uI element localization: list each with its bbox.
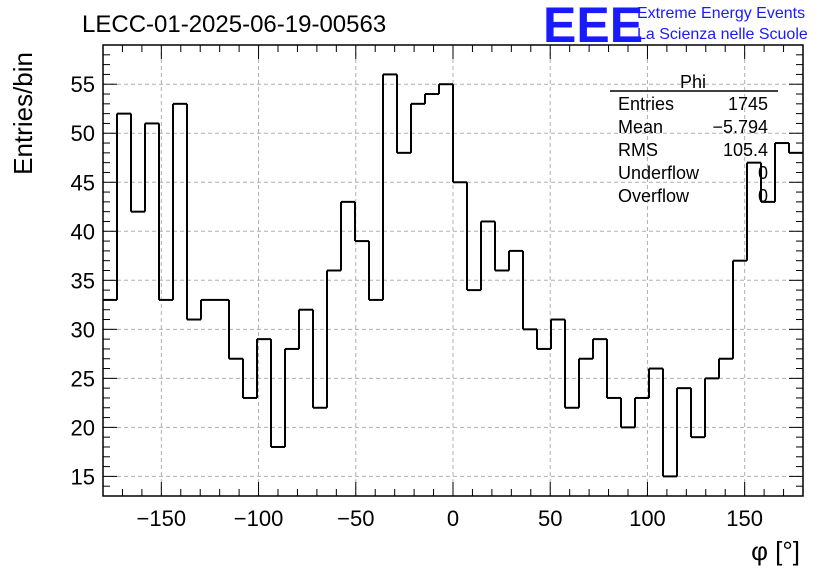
x-tick-label: 50 <box>538 506 562 531</box>
stats-row-value: −5.794 <box>712 117 768 137</box>
stats-row-label: Entries <box>618 94 674 114</box>
stats-row-label: Underflow <box>618 163 700 183</box>
stats-row-value: 105.4 <box>723 140 768 160</box>
chart-title: LECC-01-2025-06-19-00563 <box>82 11 386 38</box>
stats-row-value: 0 <box>758 186 768 206</box>
y-tick-label: 45 <box>71 170 95 195</box>
stats-box-rows: Entries 1745 Mean −5.794 RMS 105.4 Underflow 0 O… <box>618 94 768 206</box>
y-tick-label: 50 <box>71 121 95 146</box>
y-tick-label: 15 <box>71 464 95 489</box>
stats-box: Phi Entries 1745 Mean −5.794 RMS 105.4 Underfl… <box>610 72 778 206</box>
stats-row-value: 1745 <box>728 94 768 114</box>
y-tick-label: 35 <box>71 268 95 293</box>
stats-row-label: Mean <box>618 117 663 137</box>
y-tick-label: 55 <box>71 72 95 97</box>
x-axis-title: φ [°] <box>751 536 800 566</box>
y-tick-label: 30 <box>71 317 95 342</box>
x-tick-label: −150 <box>137 506 187 531</box>
y-tick-label: 20 <box>71 415 95 440</box>
x-tick-label: −50 <box>337 506 374 531</box>
histogram-bars <box>103 73 803 478</box>
y-tick-label: 40 <box>71 219 95 244</box>
y-axis-title: Entries/bin <box>8 52 38 175</box>
stats-row-value: 0 <box>758 163 768 183</box>
eee-logo-mark: EEE <box>543 0 643 53</box>
eee-logo-line1: Extreme Energy Events <box>637 5 805 22</box>
x-tick-label: 150 <box>726 506 763 531</box>
y-axis-ticks: 15 20 25 30 35 40 45 50 55 <box>71 54 803 489</box>
x-axis-ticks: −150 −100 −50 0 50 100 150 <box>102 45 804 531</box>
stats-box-title: Phi <box>680 72 706 92</box>
y-tick-label: 25 <box>71 366 95 391</box>
x-tick-label: 100 <box>629 506 666 531</box>
x-tick-label: −100 <box>234 506 284 531</box>
eee-logo-line2: La Scienza nelle Scuole <box>637 26 808 43</box>
stats-row-label: Overflow <box>618 186 690 206</box>
eee-logo: EEE Extreme Energy Events La Scienza nel… <box>543 0 808 53</box>
x-tick-label: 0 <box>447 506 459 531</box>
stats-row-label: RMS <box>618 140 658 160</box>
